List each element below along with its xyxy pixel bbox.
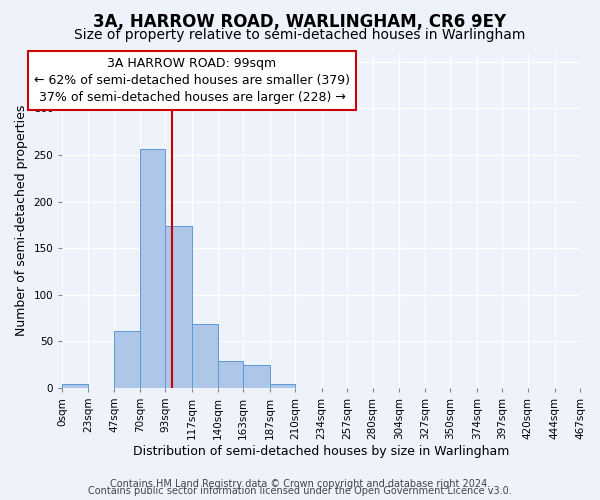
Bar xyxy=(140,150,166,388)
Text: Contains HM Land Registry data © Crown copyright and database right 2024.: Contains HM Land Registry data © Crown c… xyxy=(110,479,490,489)
Bar xyxy=(192,324,218,388)
Bar xyxy=(115,331,140,388)
Bar xyxy=(62,384,88,388)
Bar xyxy=(166,226,192,388)
Text: Size of property relative to semi-detached houses in Warlingham: Size of property relative to semi-detach… xyxy=(74,28,526,42)
X-axis label: Distribution of semi-detached houses by size in Warlingham: Distribution of semi-detached houses by … xyxy=(133,444,509,458)
Text: Contains public sector information licensed under the Open Government Licence v3: Contains public sector information licen… xyxy=(88,486,512,496)
Text: 3A HARROW ROAD: 99sqm
← 62% of semi-detached houses are smaller (379)
37% of sem: 3A HARROW ROAD: 99sqm ← 62% of semi-deta… xyxy=(34,57,350,104)
Bar xyxy=(269,384,295,388)
Text: 3A, HARROW ROAD, WARLINGHAM, CR6 9EY: 3A, HARROW ROAD, WARLINGHAM, CR6 9EY xyxy=(94,12,506,30)
Bar xyxy=(580,387,600,388)
Bar xyxy=(243,364,269,388)
Y-axis label: Number of semi-detached properties: Number of semi-detached properties xyxy=(15,104,28,336)
Bar xyxy=(218,361,243,388)
